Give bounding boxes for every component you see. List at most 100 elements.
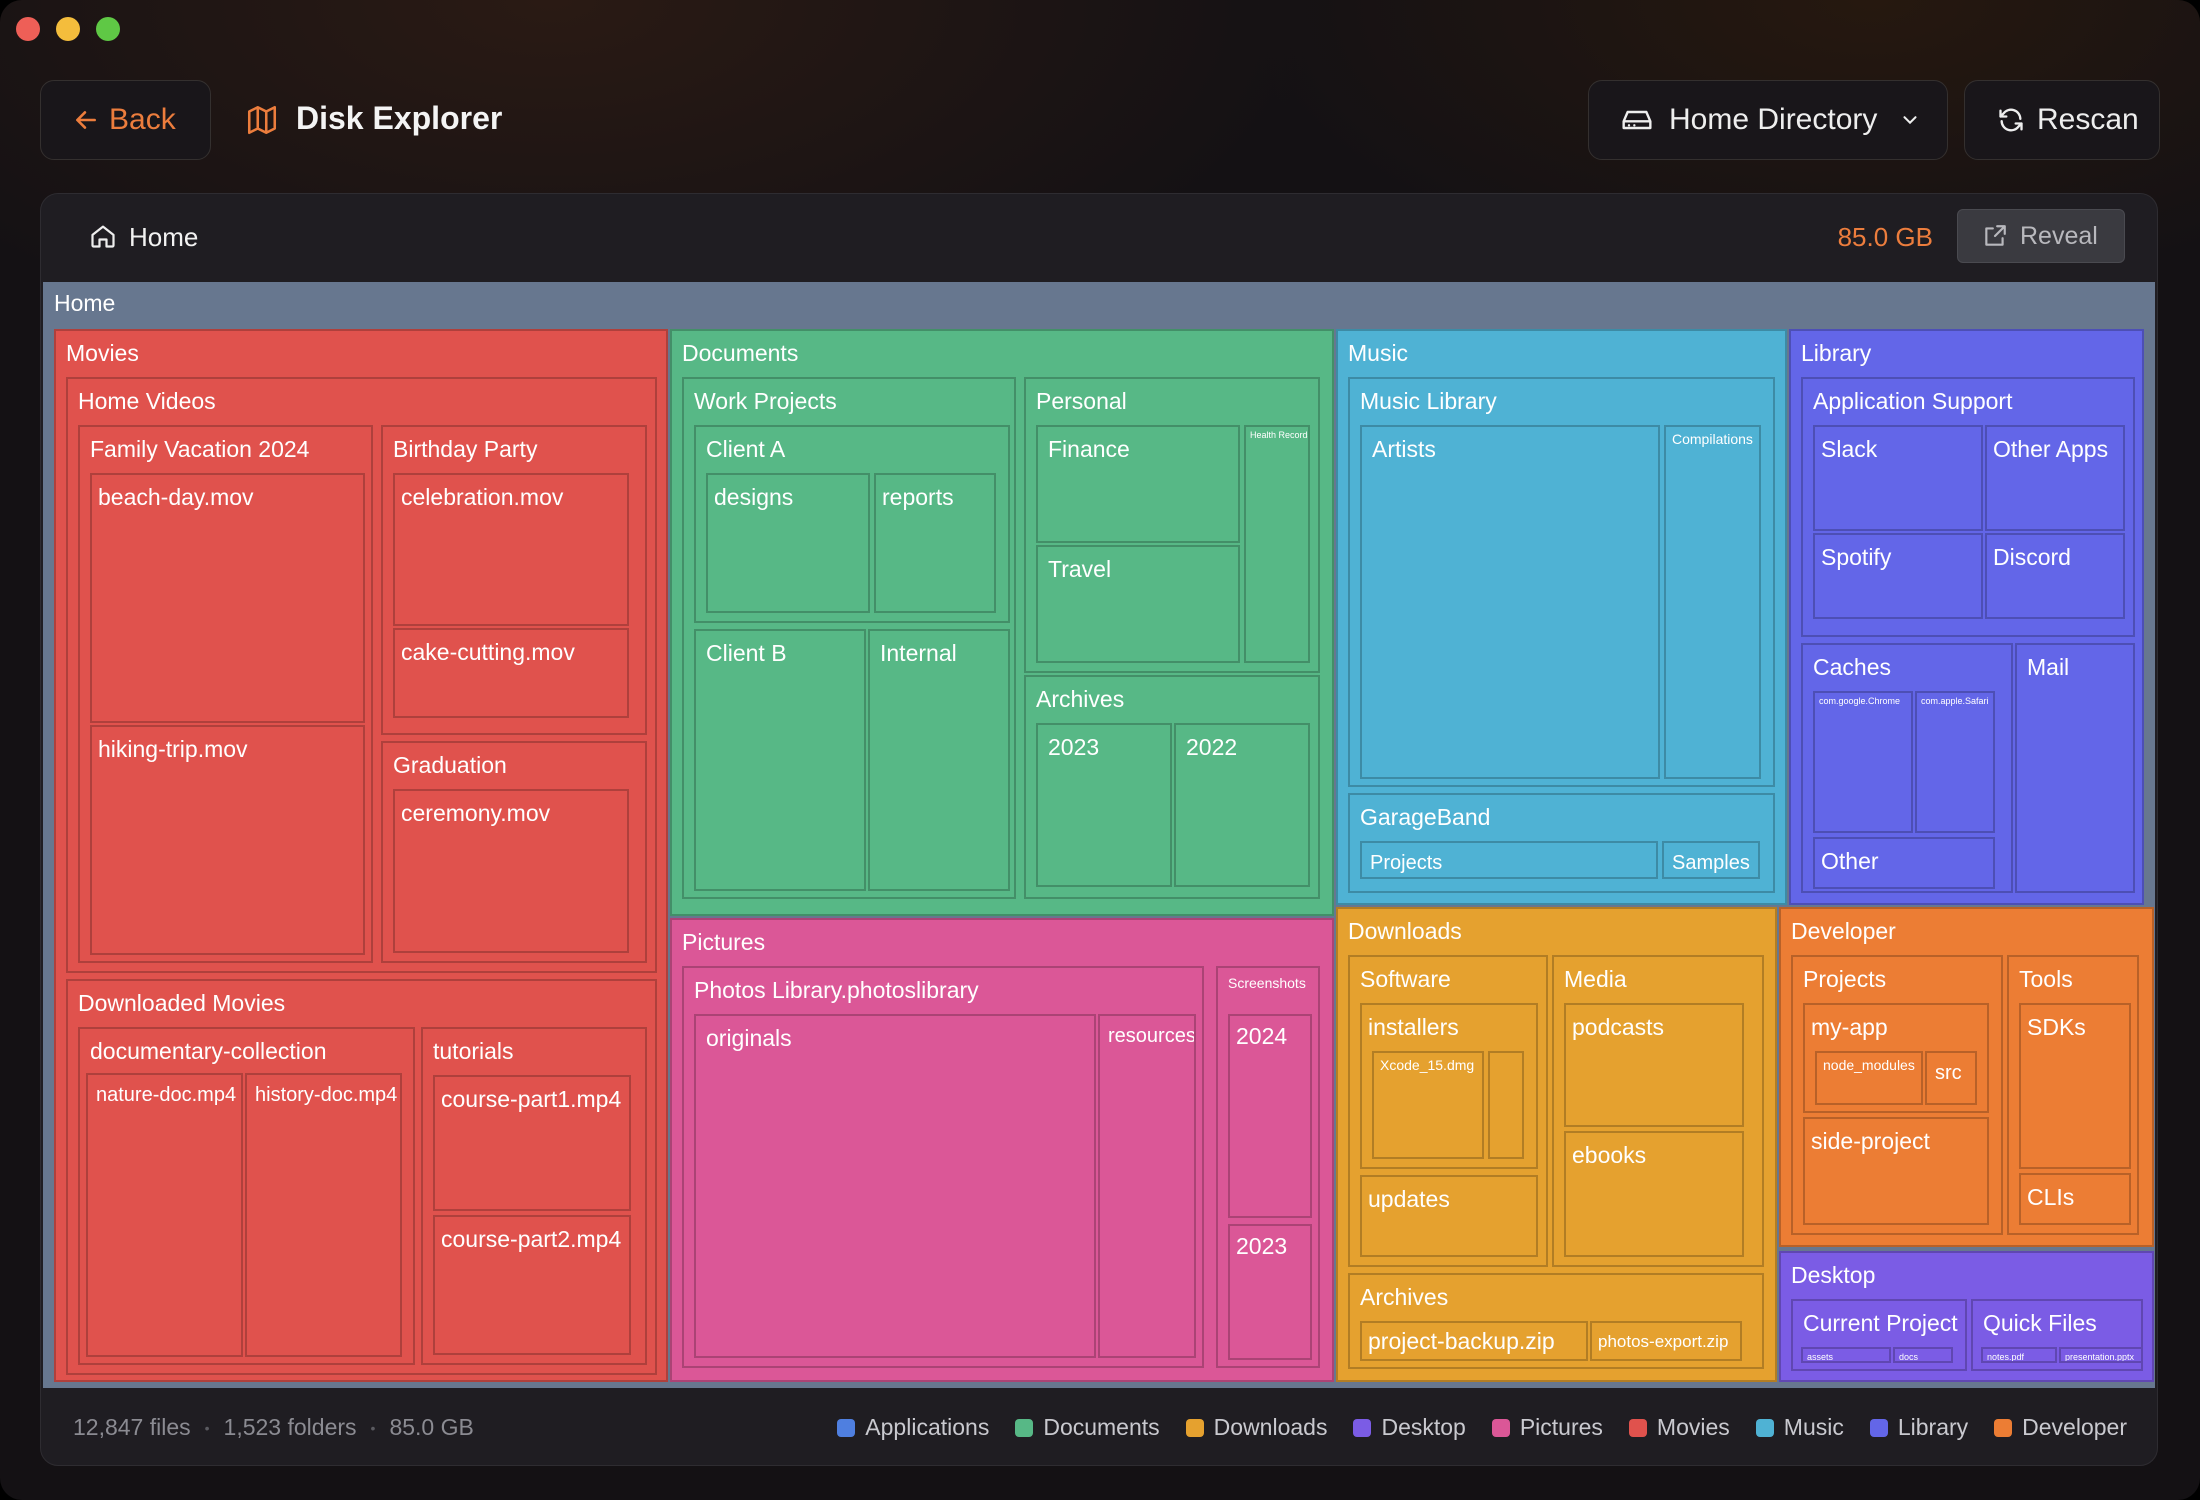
treemap-current-project[interactable]: Current Project assets docs	[1791, 1299, 1967, 1371]
treemap-chrome-cache[interactable]: com.google.Chrome	[1813, 691, 1913, 833]
treemap-quick-files[interactable]: Quick Files notes.pdf presentation.pptx	[1971, 1299, 2143, 1371]
treemap-family-vacation-2024[interactable]: Family Vacation 2024 beach-day.mov hikin…	[78, 425, 373, 963]
treemap-nature-doc[interactable]: nature-doc.mp4	[86, 1073, 243, 1357]
reveal-button[interactable]: Reveal	[1957, 209, 2125, 263]
treemap-movies[interactable]: Movies Home Videos Family Vacation 2024 …	[54, 329, 668, 1382]
minimize-window-button[interactable]	[56, 17, 80, 41]
treemap-desktop[interactable]: Desktop Current Project assets docs Quic…	[1779, 1251, 2154, 1382]
treemap-history-doc[interactable]: history-doc.mp4	[245, 1073, 402, 1357]
treemap-garageband-projects[interactable]: Projects	[1360, 841, 1658, 879]
treemap-developer[interactable]: Developer Projects my-app node_modules s…	[1779, 907, 2154, 1247]
location-dropdown[interactable]: Home Directory	[1588, 80, 1948, 160]
treemap-resources[interactable]: resources	[1098, 1014, 1196, 1358]
treemap-music-library[interactable]: Music Library Artists Compilations	[1348, 377, 1775, 787]
treemap-src[interactable]: src	[1925, 1051, 1977, 1105]
treemap-course-part1[interactable]: course-part1.mp4	[433, 1075, 631, 1211]
treemap-travel[interactable]: Travel	[1036, 545, 1240, 663]
treemap-tutorials[interactable]: tutorials course-part1.mp4 course-part2.…	[421, 1027, 647, 1365]
treemap-software[interactable]: Software installers Xcode_15.dmg updates	[1348, 955, 1548, 1267]
treemap-discord[interactable]: Discord	[1985, 533, 2125, 619]
treemap-cake-cutting[interactable]: cake-cutting.mov	[393, 628, 629, 718]
treemap-graduation[interactable]: Graduation ceremony.mov	[381, 741, 647, 963]
treemap-developer-projects[interactable]: Projects my-app node_modules src side-pr…	[1791, 955, 2003, 1235]
photos-library-label: Photos Library.photoslibrary	[694, 977, 979, 1003]
treemap-beach-day[interactable]: beach-day.mov	[90, 473, 365, 723]
zoom-window-button[interactable]	[96, 17, 120, 41]
treemap-installers[interactable]: installers Xcode_15.dmg	[1360, 1003, 1538, 1169]
treemap-documents-2022[interactable]: 2022	[1174, 723, 1310, 887]
pictures-label: Pictures	[682, 929, 766, 955]
treemap-celebration[interactable]: celebration.mov	[393, 473, 629, 626]
treemap-desktop-docs[interactable]: docs	[1893, 1347, 1953, 1363]
treemap-samples[interactable]: Samples	[1662, 841, 1760, 879]
treemap-safari-cache[interactable]: com.apple.Safari	[1915, 691, 1995, 833]
treemap-course-part2[interactable]: course-part2.mp4	[433, 1215, 631, 1355]
treemap-garageband[interactable]: GarageBand Projects Samples	[1348, 793, 1775, 893]
treemap-hiking-trip[interactable]: hiking-trip.mov	[90, 725, 365, 955]
treemap-artists[interactable]: Artists	[1360, 425, 1660, 779]
treemap-podcasts[interactable]: podcasts	[1564, 1003, 1744, 1127]
treemap-ebooks[interactable]: ebooks	[1564, 1131, 1744, 1257]
treemap-documentary-collection[interactable]: documentary-collection nature-doc.mp4 hi…	[78, 1027, 415, 1365]
treemap-designs[interactable]: designs	[706, 473, 870, 613]
treemap-clis[interactable]: CLIs	[2019, 1173, 2131, 1225]
treemap-birthday-party[interactable]: Birthday Party celebration.mov cake-cutt…	[381, 425, 647, 735]
treemap-installers-small[interactable]	[1488, 1051, 1524, 1159]
treemap-health-records[interactable]: Health Records	[1244, 425, 1310, 663]
treemap-downloads[interactable]: Downloads Software installers Xcode_15.d…	[1336, 907, 1777, 1382]
assets-label: assets	[1807, 1352, 1834, 1362]
treemap-personal[interactable]: Personal Finance Travel Health Records	[1024, 377, 1320, 673]
treemap-ceremony[interactable]: ceremony.mov	[393, 789, 629, 953]
treemap-tools[interactable]: Tools SDKs CLIs	[2007, 955, 2139, 1235]
treemap-screenshots-2023[interactable]: 2023	[1228, 1224, 1312, 1360]
treemap-documents[interactable]: Documents Work Projects Client A designs…	[670, 329, 1334, 916]
breadcrumb[interactable]: Home	[129, 222, 199, 252]
treemap-caches[interactable]: Caches com.google.Chrome com.apple.Safar…	[1801, 643, 2013, 893]
treemap-notes[interactable]: notes.pdf	[1981, 1347, 2057, 1363]
treemap-project-backup[interactable]: project-backup.zip	[1360, 1321, 1588, 1361]
treemap-work-projects[interactable]: Work Projects Client A designs reports C…	[682, 377, 1016, 899]
treemap-caches-other[interactable]: Other	[1813, 837, 1995, 889]
treemap-screenshots[interactable]: Screenshots 2024 2023	[1216, 966, 1320, 1368]
treemap-slack[interactable]: Slack	[1813, 425, 1983, 531]
rescan-button[interactable]: Rescan	[1964, 80, 2160, 160]
treemap-side-project[interactable]: side-project	[1803, 1117, 1989, 1225]
treemap-photos-library[interactable]: Photos Library.photoslibrary originals r…	[682, 966, 1204, 1368]
treemap-xcode[interactable]: Xcode_15.dmg	[1372, 1051, 1484, 1159]
legend-swatch	[1185, 1418, 1204, 1437]
treemap-music[interactable]: Music Music Library Artists Compilations…	[1336, 329, 1787, 905]
treemap-my-app[interactable]: my-app node_modules src	[1803, 1003, 1989, 1113]
treemap-downloaded-movies[interactable]: Downloaded Movies documentary-collection…	[66, 979, 657, 1375]
back-button[interactable]: Back	[40, 80, 211, 160]
slack-label: Slack	[1821, 436, 1878, 462]
treemap-library[interactable]: Library Application Support Slack Other …	[1789, 329, 2144, 905]
treemap-photos-export[interactable]: photos-export.zip	[1590, 1321, 1742, 1361]
treemap-presentation[interactable]: presentation.pptx	[2059, 1347, 2141, 1363]
treemap-screenshots-2024[interactable]: 2024	[1228, 1014, 1312, 1218]
samples-label: Samples	[1672, 852, 1750, 874]
treemap-client-b[interactable]: Client B	[694, 629, 866, 891]
treemap-documents-2023[interactable]: 2023	[1036, 723, 1172, 887]
treemap-finance[interactable]: Finance	[1036, 425, 1240, 543]
close-window-button[interactable]	[16, 17, 40, 41]
treemap-updates[interactable]: updates	[1360, 1175, 1538, 1257]
treemap-mail[interactable]: Mail	[2015, 643, 2135, 893]
treemap-client-a[interactable]: Client A designs reports	[694, 425, 1010, 623]
treemap-spotify[interactable]: Spotify	[1813, 533, 1983, 619]
treemap-media[interactable]: Media podcasts ebooks	[1552, 955, 1764, 1267]
treemap-compilations[interactable]: Compilations	[1664, 425, 1761, 779]
treemap-internal[interactable]: Internal	[868, 629, 1010, 891]
treemap-reports[interactable]: reports	[874, 473, 996, 613]
treemap-home-videos[interactable]: Home Videos Family Vacation 2024 beach-d…	[66, 377, 657, 973]
treemap-originals[interactable]: originals	[694, 1014, 1096, 1358]
treemap-node-modules[interactable]: node_modules	[1815, 1051, 1923, 1105]
treemap-sdks[interactable]: SDKs	[2019, 1003, 2131, 1169]
treemap-other-apps[interactable]: Other Apps	[1985, 425, 2125, 531]
ebooks-label: ebooks	[1572, 1142, 1647, 1168]
treemap-documents-archives[interactable]: Archives 2023 2022	[1024, 675, 1320, 899]
treemap-pictures[interactable]: Pictures Photos Library.photoslibrary or…	[670, 918, 1334, 1382]
discord-label: Discord	[1993, 544, 2071, 570]
treemap-assets[interactable]: assets	[1801, 1347, 1891, 1363]
treemap-application-support[interactable]: Application Support Slack Other Apps Spo…	[1801, 377, 2135, 637]
treemap-downloads-archives[interactable]: Archives project-backup.zip photos-expor…	[1348, 1273, 1764, 1369]
